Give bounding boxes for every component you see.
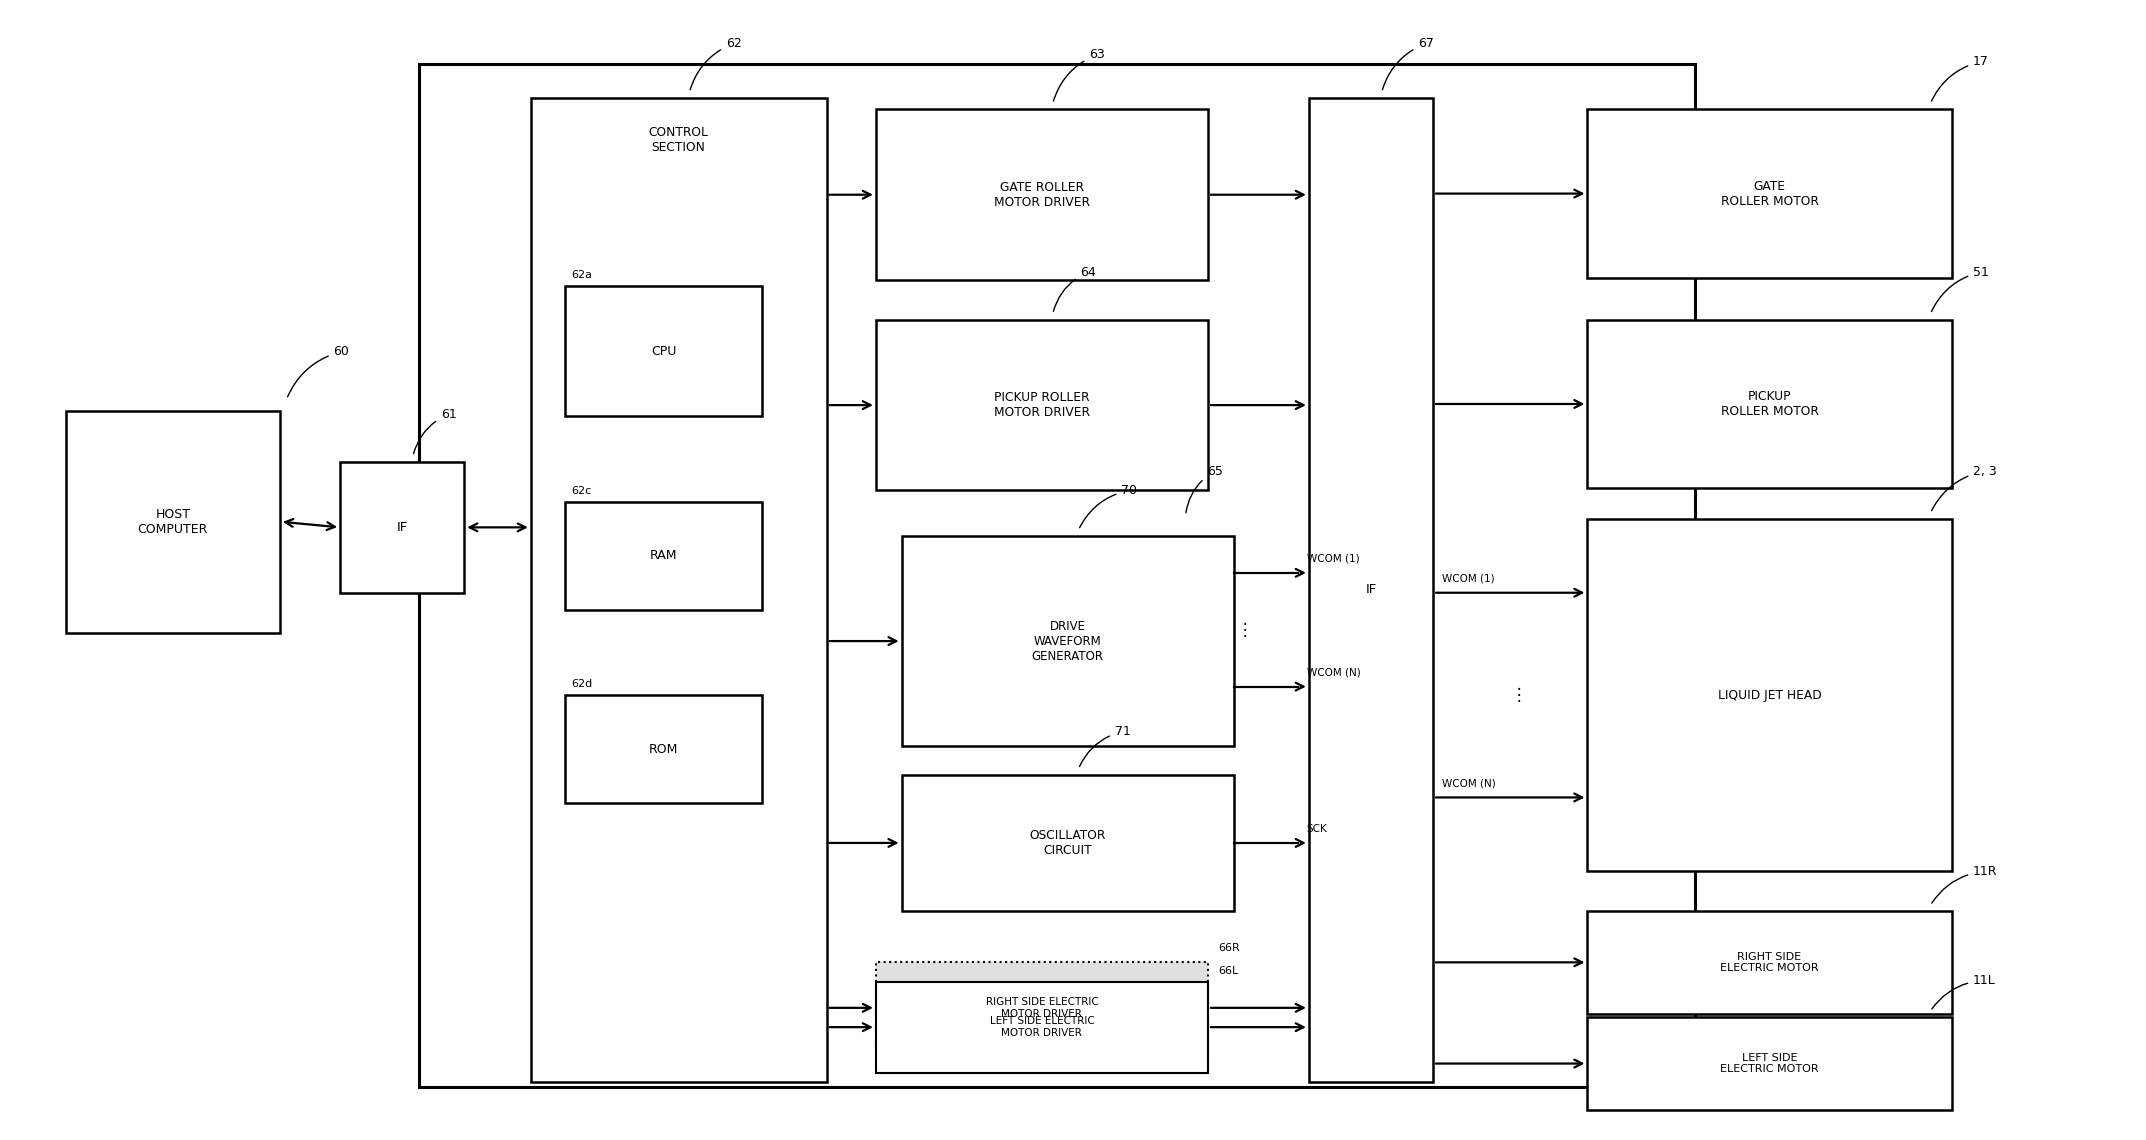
Bar: [564, 286, 762, 416]
Text: 62c: 62c: [571, 486, 592, 496]
Text: 61: 61: [414, 408, 457, 454]
Text: 65: 65: [1187, 465, 1223, 513]
Bar: [876, 982, 1208, 1073]
Text: 67: 67: [1382, 36, 1434, 90]
Text: RAM: RAM: [650, 549, 678, 562]
Text: LEFT SIDE ELECTRIC
MOTOR DRIVER: LEFT SIDE ELECTRIC MOTOR DRIVER: [989, 1017, 1094, 1037]
Bar: [1588, 911, 1951, 1013]
Text: LEFT SIDE
ELECTRIC MOTOR: LEFT SIDE ELECTRIC MOTOR: [1721, 1052, 1820, 1074]
Bar: [418, 64, 1695, 1088]
Text: GATE ROLLER
MOTOR DRIVER: GATE ROLLER MOTOR DRIVER: [994, 181, 1090, 209]
Bar: [67, 410, 279, 633]
Text: 62a: 62a: [571, 270, 592, 280]
Text: 66R: 66R: [1219, 943, 1240, 953]
Bar: [876, 109, 1208, 280]
Text: 11L: 11L: [1931, 974, 1996, 1009]
Text: WCOM (N): WCOM (N): [1442, 779, 1496, 789]
Text: ROM: ROM: [648, 742, 678, 756]
Bar: [1588, 1017, 1951, 1110]
Text: WCOM (1): WCOM (1): [1307, 554, 1358, 564]
Bar: [876, 962, 1208, 1053]
Text: 11R: 11R: [1931, 865, 1998, 903]
Text: CPU: CPU: [650, 344, 676, 358]
Bar: [564, 695, 762, 804]
Bar: [1588, 109, 1951, 278]
Bar: [876, 320, 1208, 490]
Text: PICKUP
ROLLER MOTOR: PICKUP ROLLER MOTOR: [1721, 390, 1818, 418]
Text: 60: 60: [288, 345, 350, 397]
Text: 64: 64: [1054, 266, 1097, 311]
Bar: [1588, 320, 1951, 488]
Text: OSCILLATOR
CIRCUIT: OSCILLATOR CIRCUIT: [1030, 829, 1105, 857]
Bar: [901, 775, 1234, 911]
Text: 2, 3: 2, 3: [1931, 465, 1998, 511]
Bar: [339, 462, 464, 593]
Text: 71: 71: [1079, 725, 1131, 766]
Text: CONTROL
SECTION: CONTROL SECTION: [648, 127, 708, 155]
Text: 66L: 66L: [1219, 966, 1238, 976]
Text: RIGHT SIDE
ELECTRIC MOTOR: RIGHT SIDE ELECTRIC MOTOR: [1721, 952, 1820, 974]
Bar: [901, 536, 1234, 747]
Bar: [530, 98, 826, 1082]
Bar: [1309, 98, 1434, 1082]
Text: ⋮: ⋮: [1511, 686, 1528, 705]
Text: 17: 17: [1931, 55, 1989, 101]
Text: PICKUP ROLLER
MOTOR DRIVER: PICKUP ROLLER MOTOR DRIVER: [994, 391, 1090, 420]
Text: GATE
ROLLER MOTOR: GATE ROLLER MOTOR: [1721, 180, 1818, 207]
Text: 70: 70: [1079, 483, 1137, 528]
Bar: [1588, 519, 1951, 871]
Text: SCK: SCK: [1307, 824, 1328, 833]
Text: WCOM (1): WCOM (1): [1442, 573, 1494, 584]
Bar: [564, 502, 762, 610]
Text: 51: 51: [1931, 266, 1989, 311]
Text: IF: IF: [397, 521, 408, 534]
Text: RIGHT SIDE ELECTRIC
MOTOR DRIVER: RIGHT SIDE ELECTRIC MOTOR DRIVER: [985, 998, 1099, 1019]
Text: DRIVE
WAVEFORM
GENERATOR: DRIVE WAVEFORM GENERATOR: [1032, 619, 1103, 662]
Text: WCOM (N): WCOM (N): [1307, 667, 1361, 677]
Text: LIQUID JET HEAD: LIQUID JET HEAD: [1717, 689, 1822, 701]
Text: HOST
COMPUTER: HOST COMPUTER: [137, 507, 208, 536]
Text: 62d: 62d: [571, 679, 592, 690]
Text: 63: 63: [1054, 48, 1105, 101]
Text: ⋮: ⋮: [1236, 620, 1253, 638]
Bar: [858, 519, 1298, 951]
Text: 62: 62: [691, 36, 743, 90]
Text: IF: IF: [1365, 584, 1376, 596]
